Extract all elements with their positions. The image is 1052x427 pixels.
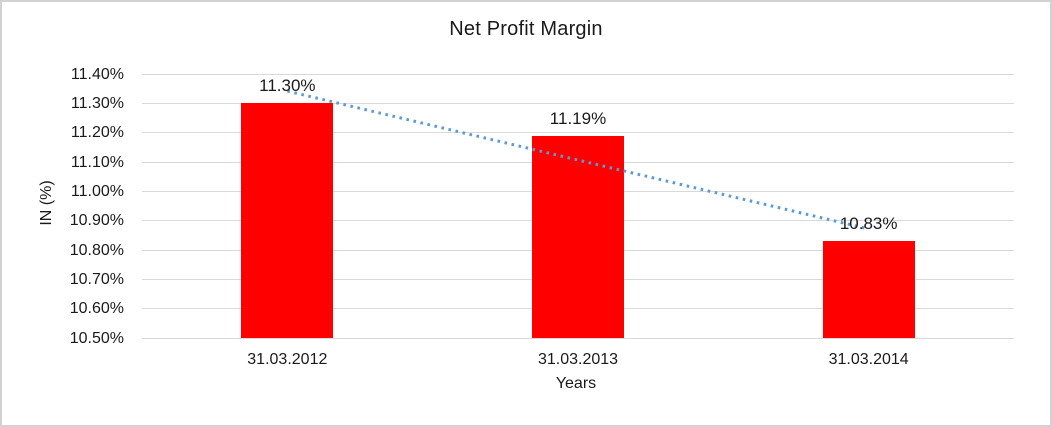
y-axis-tick-label: 11.20% bbox=[70, 124, 124, 142]
bar-data-label: 11.19% bbox=[549, 108, 607, 128]
y-axis-tick-label: 11.30% bbox=[70, 94, 124, 112]
y-axis-tick-label: 10.90% bbox=[69, 212, 124, 230]
bar bbox=[822, 241, 915, 338]
x-axis-tick-label: 31.03.2014 bbox=[828, 351, 909, 368]
gridline bbox=[142, 337, 1014, 339]
y-axis-tick-label: 10.70% bbox=[69, 270, 124, 288]
y-axis-tick-label: 11.40% bbox=[70, 65, 124, 83]
bar bbox=[241, 103, 334, 338]
y-axis-tick-label: 10.60% bbox=[69, 300, 124, 318]
x-axis-title: Years bbox=[555, 375, 597, 392]
bar-data-label: 10.83% bbox=[839, 214, 898, 234]
y-axis-tick-label: 11.00% bbox=[70, 182, 124, 200]
gridline bbox=[142, 73, 1014, 75]
bar bbox=[532, 135, 624, 338]
chart-title: Net Profit Margin bbox=[449, 18, 603, 40]
y-axis-tick-label: 10.80% bbox=[69, 241, 124, 259]
bar-data-label: 11.30% bbox=[259, 76, 316, 96]
y-axis-tick-label: 10.50% bbox=[69, 329, 124, 347]
x-axis-tick-label: 31.03.2012 bbox=[247, 351, 328, 368]
x-axis-tick-label: 31.03.2013 bbox=[537, 351, 619, 368]
y-axis-tick-label: 11.10% bbox=[70, 153, 124, 171]
